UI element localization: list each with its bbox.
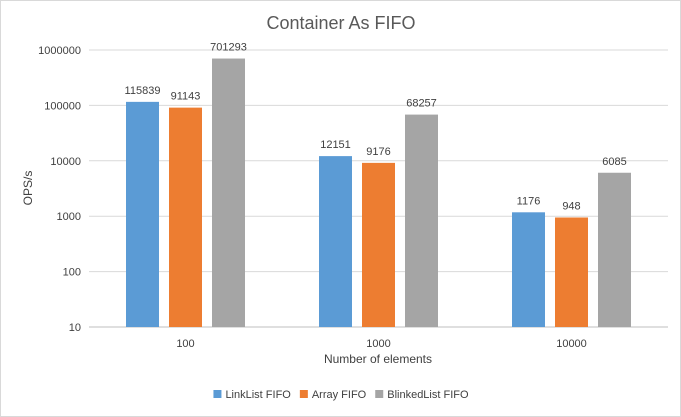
data-label: 115839 (125, 85, 161, 97)
y-tick-label: 100 (63, 267, 81, 279)
bar (555, 217, 588, 327)
data-label: 68257 (406, 98, 437, 110)
legend: LinkList FIFO Array FIFO BlinkedList FIFO (213, 389, 469, 401)
x-axis-title: Number of elements (324, 352, 432, 366)
bar (512, 212, 545, 327)
bar (598, 172, 631, 327)
y-tick-label: 10 (69, 322, 81, 334)
legend-swatch (213, 390, 222, 398)
bar (212, 58, 245, 327)
x-tick-label: 100 (176, 338, 194, 350)
x-tick-label: 10000 (556, 338, 587, 350)
bar (362, 162, 395, 327)
data-label: 9176 (366, 146, 390, 158)
bar (169, 107, 202, 328)
bars (126, 58, 631, 328)
bar (405, 114, 438, 327)
y-tick-label: 100000 (44, 100, 81, 112)
data-labels: 115839 91143 701293 12151 9176 68257 1176 948 60… (125, 42, 627, 213)
x-tick-label: 1000 (366, 338, 390, 350)
bar (319, 156, 352, 327)
data-label: 701293 (210, 42, 247, 54)
legend-swatch (375, 390, 384, 398)
data-label: 91143 (171, 91, 201, 103)
data-label: 6085 (602, 156, 626, 168)
legend-label: BlinkedList FIFO (387, 389, 469, 401)
y-tick-label: 1000 (57, 211, 81, 223)
y-tick-label: 1000000 (38, 45, 81, 57)
legend-label: LinkList FIFO (225, 389, 291, 401)
y-axis-title: OPS/s (21, 171, 35, 206)
data-label: 12151 (320, 139, 351, 151)
bar (126, 101, 159, 327)
chart-title: Container As FIFO (266, 13, 415, 33)
legend-swatch (299, 390, 308, 398)
legend-label: Array FIFO (312, 389, 367, 401)
data-label: 948 (562, 200, 580, 212)
y-tick-label: 10000 (50, 156, 81, 168)
data-label: 1176 (517, 195, 541, 207)
axis-ticks: 10 100 1000 10000 100000 1000000 100 1000 10000 (38, 45, 587, 350)
